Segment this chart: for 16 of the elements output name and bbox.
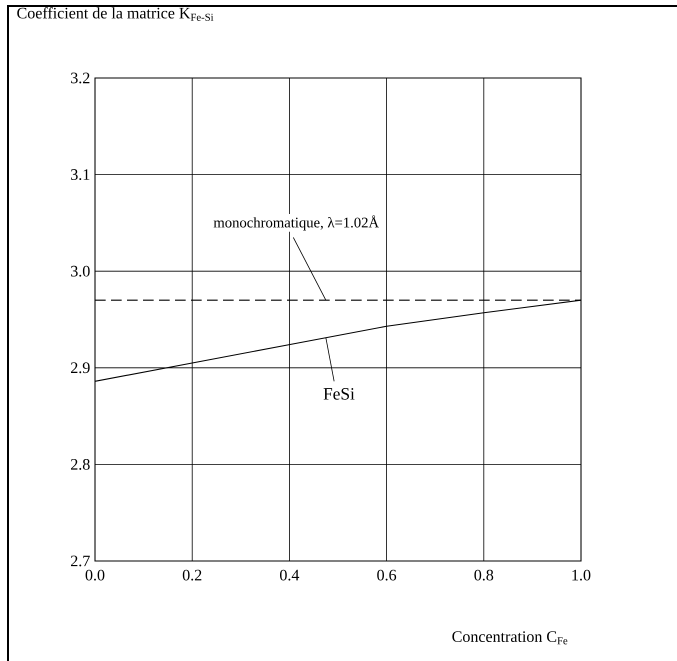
text: FeSi <box>324 388 355 400</box>
y-tick-label: 2.7 <box>71 556 90 566</box>
x-tick-label: 0.6 <box>377 570 396 581</box>
x-axis-title: Concentration C$_{Fe}$ <box>452 631 568 644</box>
x-tick-label: 0.4 <box>280 570 300 581</box>
x-tick-label: 0.8 <box>474 570 494 581</box>
y-tick-label: 3.2 <box>71 72 90 84</box>
x-tick-label: 0.0 <box>86 570 104 581</box>
y-tick-label: 3.1 <box>71 169 90 180</box>
y-tick-label: 3.0 <box>71 266 90 277</box>
annotation: monochromatique, λ=1.02Å <box>214 215 379 230</box>
x-tick-label: 1.0 <box>572 570 590 581</box>
y-tick-label: 2.9 <box>71 362 90 374</box>
chart-title: Coefficient de la matrice K$_{Fe-Si}$ <box>17 7 214 21</box>
x-tick-label: 0.2 <box>182 570 202 581</box>
y-tick-label: 2.8 <box>71 458 90 470</box>
